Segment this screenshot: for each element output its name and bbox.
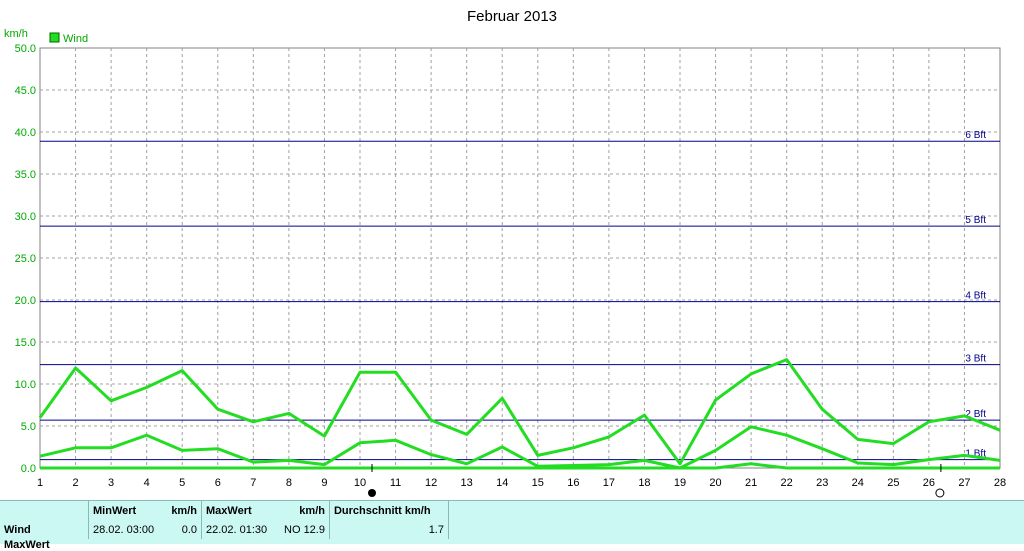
- x-tick-label: 5: [179, 477, 185, 489]
- x-tick-label: 8: [286, 477, 292, 489]
- x-tick-label: 13: [461, 477, 473, 489]
- x-tick-label: 28: [994, 477, 1006, 489]
- max-value-cell: NO 12.9: [280, 520, 329, 539]
- beaufort-label: 1 Bft: [965, 449, 986, 460]
- wind-series-line: [39, 425, 1001, 470]
- x-tick-label: 9: [321, 477, 327, 489]
- x-tick-label: 15: [532, 477, 544, 489]
- x-tick-label: 24: [852, 477, 864, 489]
- legend-swatch-wind: [49, 32, 60, 43]
- x-tick-label: 6: [215, 477, 221, 489]
- new-moon-icon: [368, 489, 376, 497]
- x-tick-label: 11: [390, 477, 401, 489]
- beaufort-label: 6 Bft: [965, 130, 986, 141]
- x-tick-label: 4: [144, 477, 150, 489]
- min-value: 0.0: [181, 523, 197, 536]
- statistics-row-wind: Wind 28.02. 03:00 0.0 22.02. 01:30 NO 12…: [0, 520, 457, 539]
- header-max-unit: km/h: [299, 504, 325, 517]
- y-tick-label: 45.0: [15, 85, 36, 97]
- full-moon-icon: [935, 488, 945, 498]
- y-tick-label: 30.0: [15, 211, 36, 223]
- y-tick-label: 25.0: [15, 253, 36, 265]
- x-tick-label: 3: [108, 477, 114, 489]
- x-tick-label: 19: [674, 477, 686, 489]
- x-tick-label: 17: [603, 477, 615, 489]
- y-tick-label: 15.0: [15, 337, 36, 349]
- row-label-cut: MaxWert: [4, 539, 50, 551]
- x-tick-label: 22: [781, 477, 793, 489]
- beaufort-lines: 1 Bft 2 Bft 3 Bft 4 Bft 5 Bft 6 Bft: [40, 130, 1000, 461]
- x-tick-labels: 1 2 3 4 5 6 7 8 9 10 11 12 13 14 15 16 17 18 19 20 21 22 23 24 2…: [37, 477, 1006, 489]
- header-min-unit: km/h: [171, 504, 197, 517]
- x-tick-label: 1: [37, 477, 43, 489]
- wind-series-line: [38, 358, 1001, 466]
- series-lines: [38, 358, 1001, 470]
- x-tick-label: 2: [72, 477, 78, 489]
- x-tick-label: 21: [745, 477, 757, 489]
- wind-series-line: [40, 462, 1000, 470]
- header-end: [448, 501, 457, 520]
- wind-chart: Februar 2013 km/h Wind 1 Bft 2 Bft 3 Bft 4 …: [4, 8, 1006, 498]
- x-tick-label: 16: [567, 477, 579, 489]
- max-value: 12.9: [303, 523, 325, 536]
- x-tick-label: 7: [250, 477, 256, 489]
- beaufort-label: 4 Bft: [965, 291, 986, 302]
- y-tick-label: 5.0: [21, 421, 36, 433]
- statistics-panel: MinWert km/h MaxWert km/h Durchschnitt k…: [0, 500, 1024, 551]
- y-tick-label: 20.0: [15, 295, 36, 307]
- avg-value: 1.7: [328, 520, 449, 539]
- max-time: 22.02. 01:30: [201, 520, 280, 539]
- statistics-table: MinWert km/h MaxWert km/h Durchschnitt k…: [0, 501, 457, 551]
- statistics-header-row: MinWert km/h MaxWert km/h Durchschnitt k…: [0, 501, 457, 520]
- y-tick-label: 50.0: [15, 43, 36, 55]
- x-tick-label: 27: [958, 477, 970, 489]
- x-tick-label: 18: [638, 477, 650, 489]
- y-tick-label: 40.0: [15, 127, 36, 139]
- chart-title: Februar 2013: [467, 8, 557, 25]
- x-tick-label: 12: [425, 477, 437, 489]
- y-tick-label: 35.0: [15, 169, 36, 181]
- x-tick-label: 10: [354, 477, 366, 489]
- y-tick-labels: 0.0 5.0 10.0 15.0 20.0 25.0 30.0 35.0 40.0 45.0 50…: [15, 43, 36, 475]
- x-tick-label: 14: [496, 477, 508, 489]
- header-avg: Durchschnitt km/h: [328, 501, 449, 520]
- x-tick-label: 26: [923, 477, 935, 489]
- y-axis-unit: km/h: [4, 28, 28, 40]
- x-tick-label: 23: [816, 477, 828, 489]
- header-min: MinWert: [88, 501, 163, 520]
- header-spacer: [0, 501, 89, 520]
- x-tick-label: 25: [887, 477, 899, 489]
- max-direction: NO: [284, 523, 301, 536]
- row-end: [448, 520, 457, 539]
- y-tick-label: 0.0: [21, 463, 36, 475]
- row-label-wind: Wind: [4, 523, 31, 536]
- x-tick-label: 20: [709, 477, 721, 489]
- min-time: 28.02. 03:00: [88, 520, 163, 539]
- y-tick-label: 10.0: [15, 379, 36, 391]
- statistics-row-cut: MaxWert: [0, 539, 457, 551]
- moon-phase-markers: [368, 464, 945, 498]
- legend-label-wind: Wind: [63, 33, 88, 45]
- beaufort-label: 5 Bft: [965, 215, 986, 226]
- beaufort-label: 3 Bft: [965, 354, 986, 365]
- header-max: MaxWert: [201, 501, 280, 520]
- beaufort-label: 2 Bft: [965, 409, 986, 420]
